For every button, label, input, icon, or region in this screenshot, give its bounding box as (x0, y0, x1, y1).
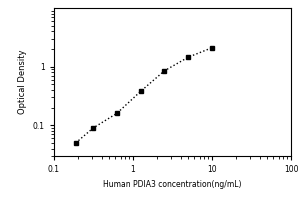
X-axis label: Human PDIA3 concentration(ng/mL): Human PDIA3 concentration(ng/mL) (103, 180, 242, 189)
Y-axis label: Optical Density: Optical Density (18, 50, 27, 114)
